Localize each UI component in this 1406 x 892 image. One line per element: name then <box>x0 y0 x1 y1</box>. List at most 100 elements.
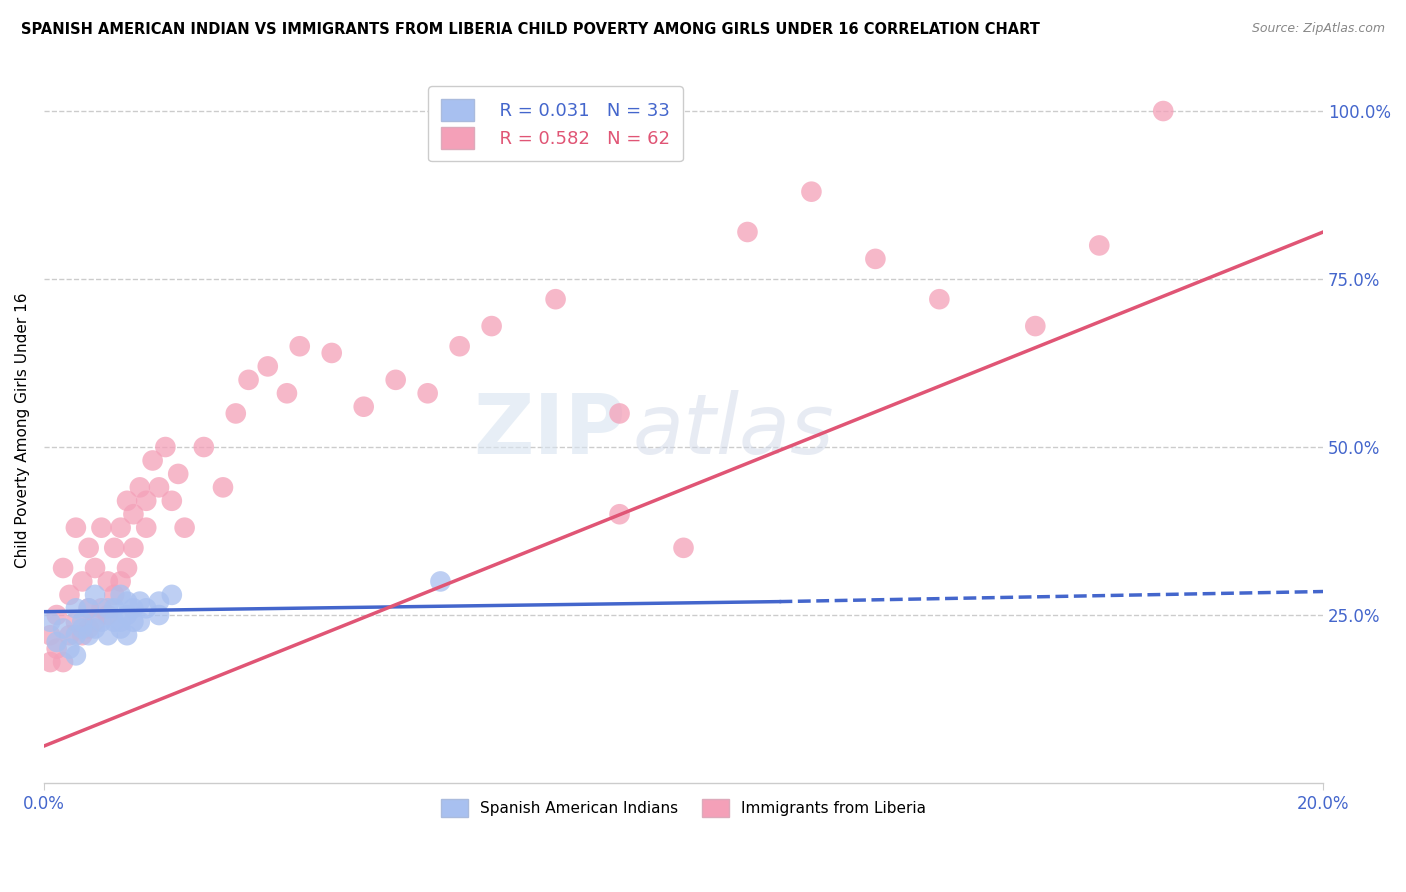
Point <box>65 521 87 535</box>
Point <box>58 588 80 602</box>
Point <box>72 622 94 636</box>
Point <box>110 521 132 535</box>
Point <box>72 628 94 642</box>
Point <box>1088 238 1111 252</box>
Point <box>52 622 75 636</box>
Point <box>110 615 132 629</box>
Point <box>84 615 107 629</box>
Point <box>256 359 278 374</box>
Point <box>609 508 631 522</box>
Text: SPANISH AMERICAN INDIAN VS IMMIGRANTS FROM LIBERIA CHILD POVERTY AMONG GIRLS UND: SPANISH AMERICAN INDIAN VS IMMIGRANTS FR… <box>21 22 1040 37</box>
Point <box>39 615 62 629</box>
Point <box>193 440 215 454</box>
Point <box>800 185 823 199</box>
Point <box>353 400 375 414</box>
Point <box>97 608 120 623</box>
Point <box>115 493 138 508</box>
Point <box>65 615 87 629</box>
Point <box>135 521 157 535</box>
Point <box>288 339 311 353</box>
Point <box>77 622 100 636</box>
Point <box>84 561 107 575</box>
Point <box>384 373 406 387</box>
Point <box>65 648 87 663</box>
Point <box>135 601 157 615</box>
Point <box>225 406 247 420</box>
Point <box>148 608 170 623</box>
Point <box>103 615 125 629</box>
Point <box>238 373 260 387</box>
Point <box>110 588 132 602</box>
Point <box>72 615 94 629</box>
Point <box>77 541 100 555</box>
Point <box>122 615 145 629</box>
Point <box>155 440 177 454</box>
Y-axis label: Child Poverty Among Girls Under 16: Child Poverty Among Girls Under 16 <box>15 293 30 568</box>
Point <box>90 601 112 615</box>
Point <box>84 622 107 636</box>
Point <box>45 641 67 656</box>
Point <box>1024 319 1046 334</box>
Point <box>142 453 165 467</box>
Point <box>45 635 67 649</box>
Point <box>77 601 100 615</box>
Point <box>72 574 94 589</box>
Point <box>481 319 503 334</box>
Point <box>45 608 67 623</box>
Point <box>52 655 75 669</box>
Point <box>58 641 80 656</box>
Point <box>128 615 150 629</box>
Point <box>97 574 120 589</box>
Point <box>135 493 157 508</box>
Point <box>544 292 567 306</box>
Point <box>77 628 100 642</box>
Point <box>1152 103 1174 118</box>
Point <box>148 594 170 608</box>
Point <box>173 521 195 535</box>
Point <box>110 622 132 636</box>
Point <box>77 601 100 615</box>
Point <box>148 480 170 494</box>
Point <box>58 628 80 642</box>
Point <box>90 615 112 629</box>
Point <box>160 588 183 602</box>
Point <box>128 594 150 608</box>
Point <box>122 541 145 555</box>
Point <box>672 541 695 555</box>
Point <box>103 541 125 555</box>
Point <box>115 594 138 608</box>
Point <box>39 628 62 642</box>
Point <box>84 588 107 602</box>
Point <box>449 339 471 353</box>
Point <box>103 588 125 602</box>
Point <box>609 406 631 420</box>
Point <box>128 480 150 494</box>
Point <box>65 601 87 615</box>
Point <box>115 608 138 623</box>
Point <box>737 225 759 239</box>
Point <box>429 574 451 589</box>
Point <box>416 386 439 401</box>
Point <box>321 346 343 360</box>
Point <box>103 601 125 615</box>
Text: Source: ZipAtlas.com: Source: ZipAtlas.com <box>1251 22 1385 36</box>
Point <box>39 655 62 669</box>
Point <box>115 628 138 642</box>
Point <box>928 292 950 306</box>
Point <box>122 601 145 615</box>
Point <box>110 574 132 589</box>
Legend: Spanish American Indians, Immigrants from Liberia: Spanish American Indians, Immigrants fro… <box>433 791 934 825</box>
Point <box>90 521 112 535</box>
Point <box>65 628 87 642</box>
Point <box>115 561 138 575</box>
Point <box>122 508 145 522</box>
Point <box>52 561 75 575</box>
Point <box>212 480 235 494</box>
Point <box>97 628 120 642</box>
Point <box>276 386 298 401</box>
Text: atlas: atlas <box>633 390 834 471</box>
Point <box>97 601 120 615</box>
Point <box>160 493 183 508</box>
Text: ZIP: ZIP <box>474 390 626 471</box>
Point <box>167 467 190 481</box>
